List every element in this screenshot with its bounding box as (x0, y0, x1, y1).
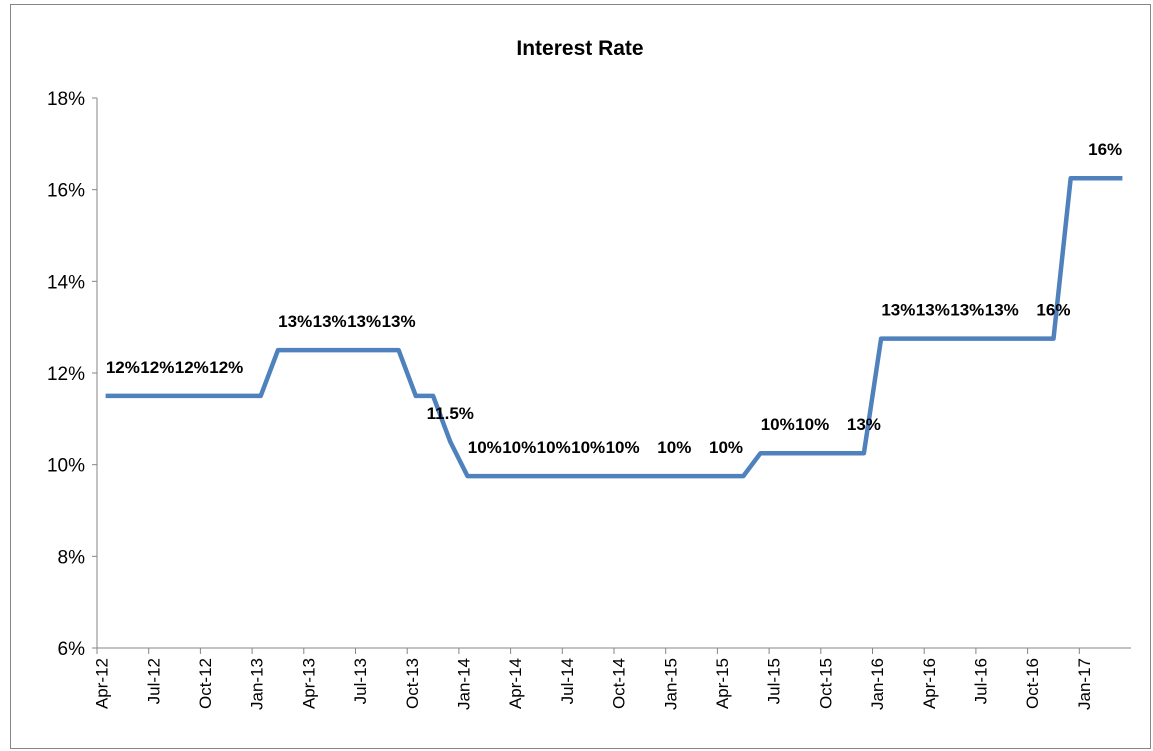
chart-area (10, 4, 1151, 749)
x-tick-label: Apr-14 (506, 658, 525, 709)
data-label: 11.5% (427, 404, 474, 423)
data-label: 10% (795, 415, 829, 434)
x-tick-label: Jan-14 (455, 658, 474, 710)
x-tick-label: Oct-12 (196, 658, 215, 709)
data-label: 10% (709, 438, 743, 457)
data-label: 16% (1036, 301, 1070, 320)
x-tick-label: Apr-12 (93, 658, 112, 709)
data-label: 10% (571, 438, 605, 457)
x-tick-label: Jan-15 (661, 658, 680, 710)
data-label: 16% (1088, 140, 1122, 159)
data-label: 13% (985, 301, 1019, 320)
x-tick-label: Oct-16 (1023, 658, 1042, 709)
x-tick-label: Oct-15 (816, 658, 835, 709)
x-tick-label: Apr-13 (299, 658, 318, 709)
x-tick-label: Jul-15 (765, 658, 784, 704)
data-label: 13% (916, 301, 950, 320)
data-label: 10% (502, 438, 536, 457)
x-tick-label: Apr-16 (920, 658, 939, 709)
x-tick-label: Jul-14 (558, 658, 577, 704)
x-tick-label: Jul-16 (972, 658, 991, 704)
y-tick-label: 12% (47, 364, 85, 385)
data-label: 13% (347, 312, 381, 331)
data-label: 12% (106, 358, 140, 377)
data-label: 12% (209, 358, 243, 377)
data-label: 13% (382, 312, 416, 331)
x-tick-label: Oct-13 (403, 658, 422, 709)
data-label: 13% (313, 312, 347, 331)
y-tick-label: 10% (47, 456, 85, 477)
data-label: 10% (537, 438, 571, 457)
x-tick-label: Jul-12 (144, 658, 163, 704)
y-tick-label: 14% (47, 272, 85, 293)
x-tick-label: Oct-14 (610, 658, 629, 709)
data-label: 10% (468, 438, 502, 457)
interest-rate-line (105, 175, 1123, 479)
data-label: 12% (175, 358, 209, 377)
y-tick-label: 6% (58, 639, 86, 660)
y-axis-ticks: 6% 8% 10% 12% 14% 16% 18% (47, 89, 97, 660)
chart-title: Interest Rate (516, 37, 643, 60)
data-label: 10% (606, 438, 640, 457)
axes (96, 98, 1131, 649)
x-tick-label: Jul-13 (351, 658, 370, 704)
y-tick-label: 18% (47, 89, 85, 110)
x-axis-ticks: Apr-12 Jul-12 Oct-12 Jan-13 Apr-13 Jul-13 Oct-… (93, 648, 1094, 710)
y-tick-label: 16% (47, 181, 85, 202)
x-tick-label: Jan-13 (248, 658, 267, 710)
data-label: 13% (278, 312, 312, 331)
data-label: 13% (881, 301, 915, 320)
data-labels: 12% 12% 12% 12%13% 13% 13% 13%11.5%10% 10% 10% 10… (106, 140, 1122, 457)
x-tick-label: Jan-17 (1075, 658, 1094, 710)
x-tick-label: Apr-15 (713, 658, 732, 709)
data-label: 10% (761, 415, 795, 434)
data-label: 13% (950, 301, 984, 320)
x-tick-label: Jan-16 (868, 658, 887, 710)
data-label: 13% (847, 415, 881, 434)
data-label: 12% (140, 358, 174, 377)
data-label: 10% (657, 438, 691, 457)
y-tick-label: 8% (58, 547, 86, 568)
